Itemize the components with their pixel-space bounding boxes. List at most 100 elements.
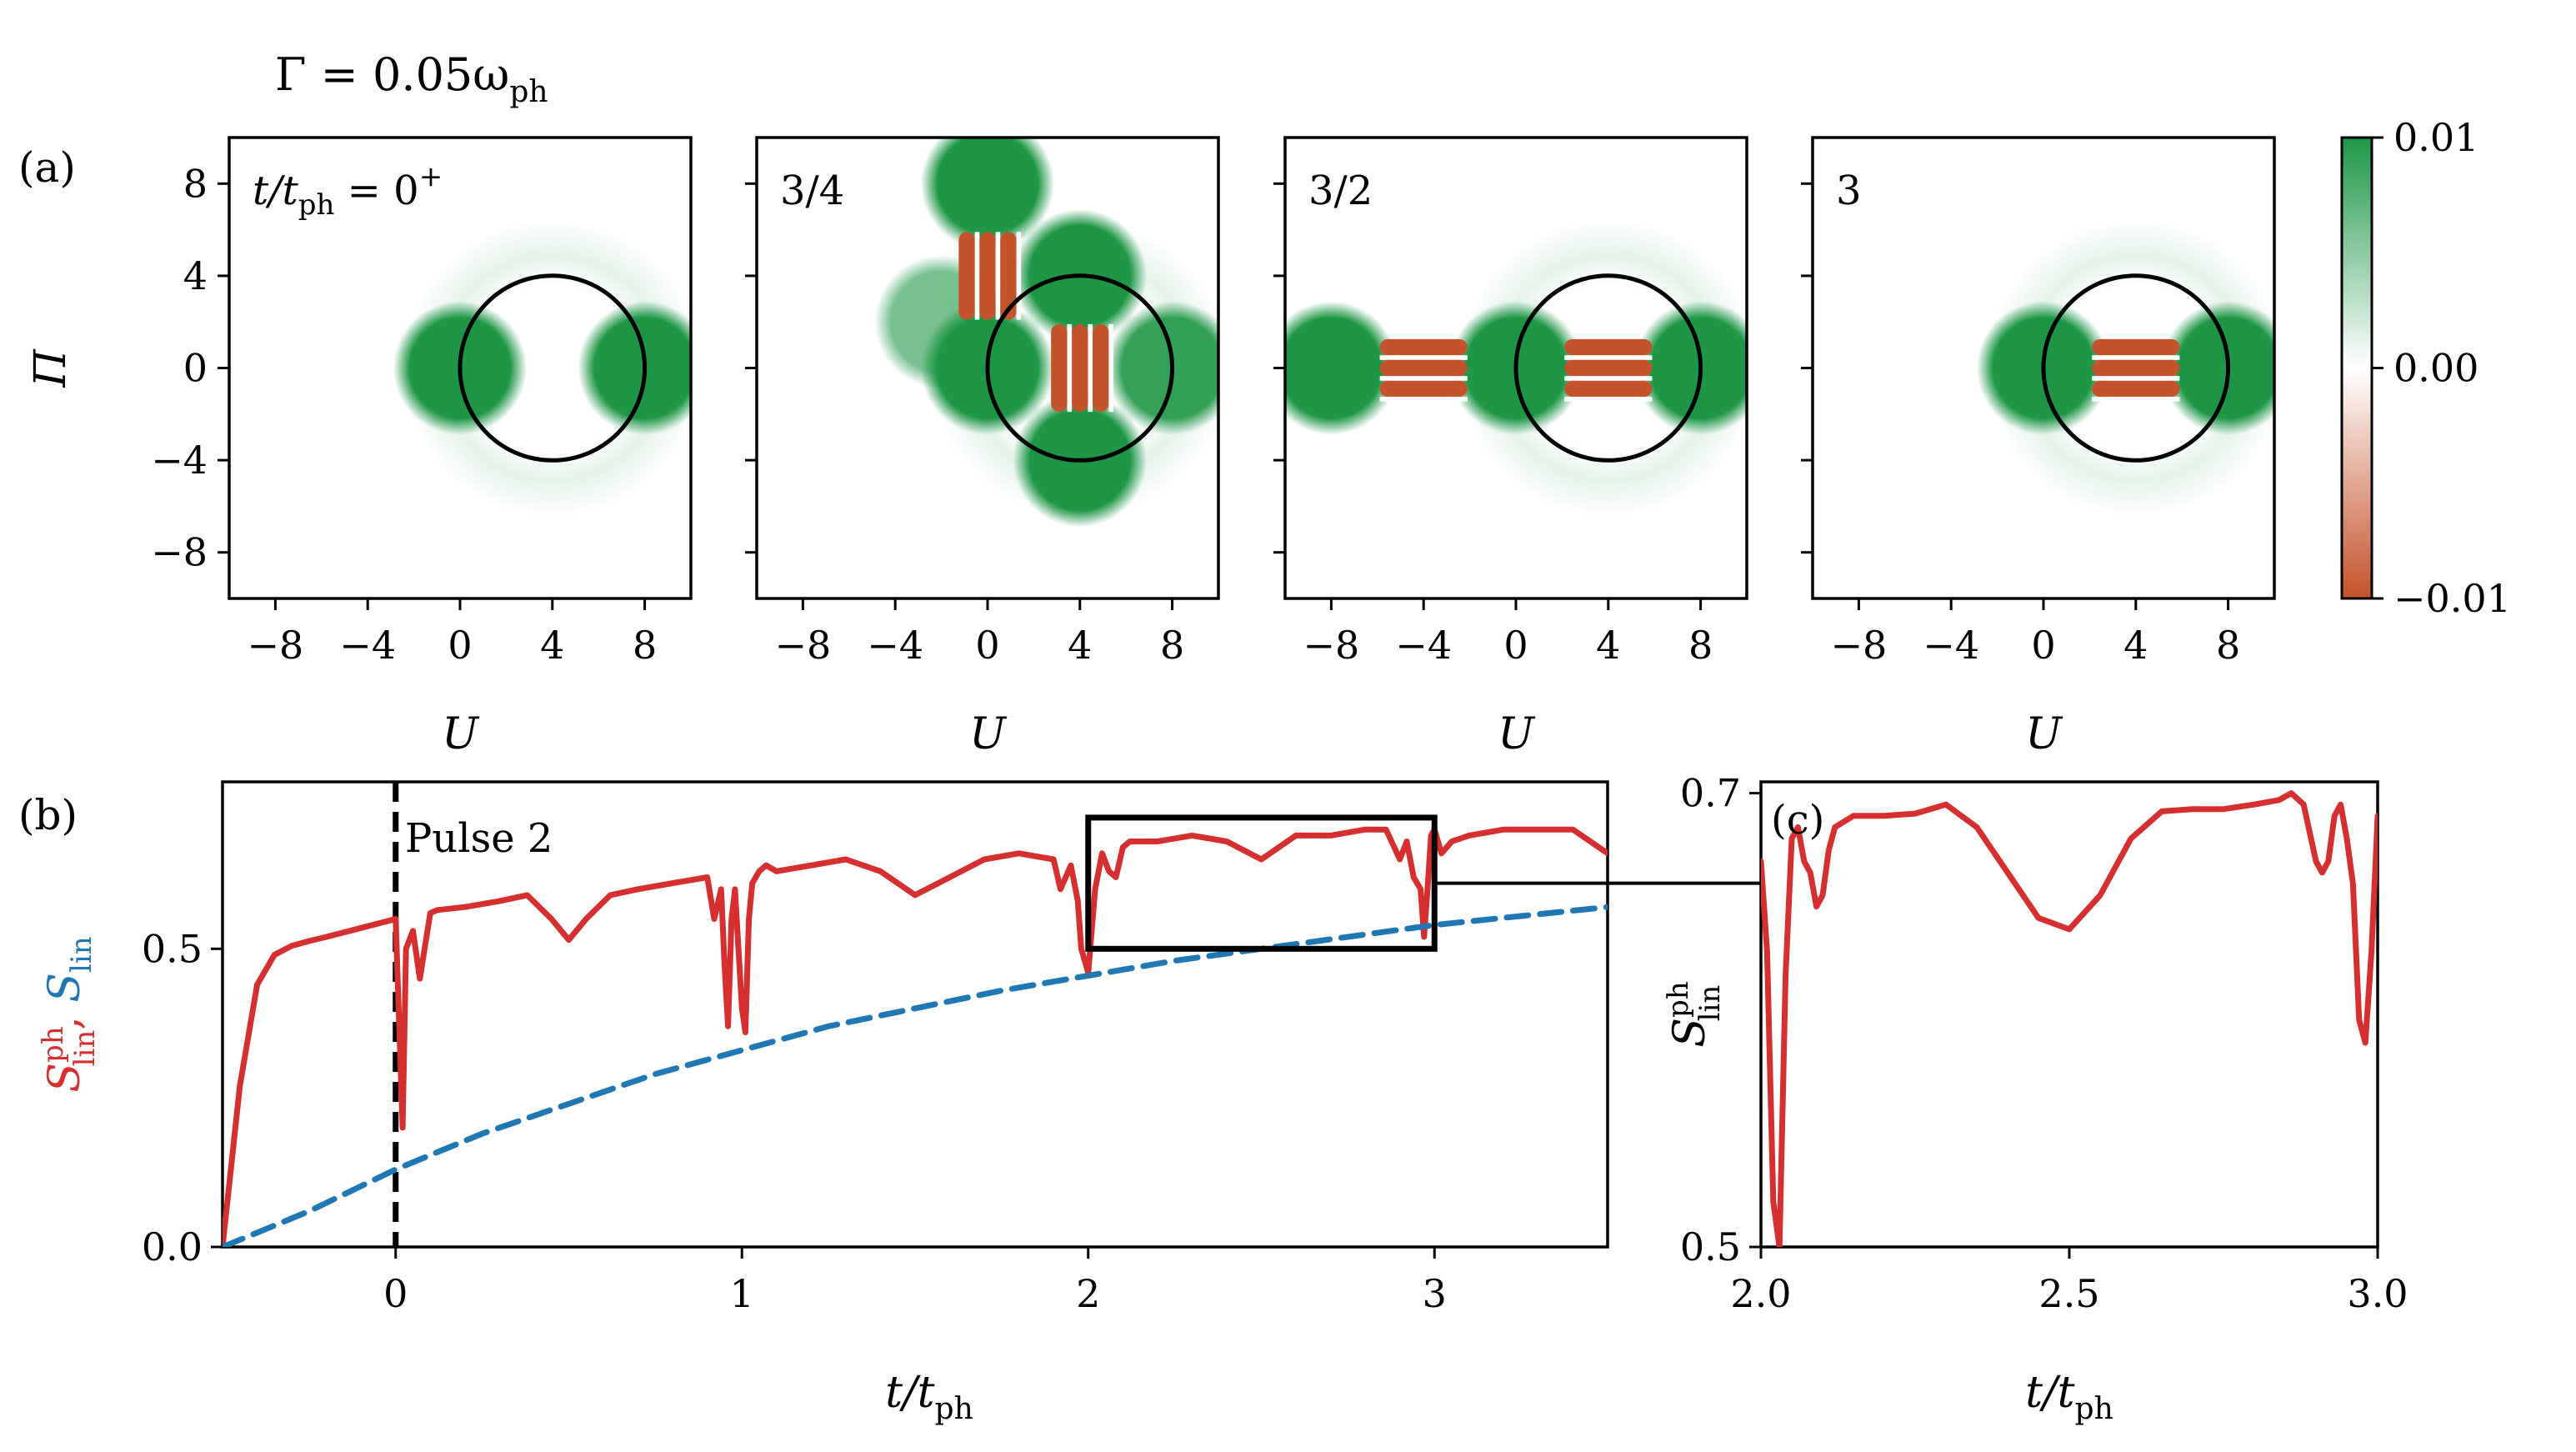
- fringe-white: [1016, 232, 1022, 320]
- panel-b-frame: [221, 780, 1609, 1249]
- fringe-white: [1379, 376, 1468, 381]
- plot-area: [1761, 790, 2378, 1247]
- series-S-lin-ph: [223, 826, 1608, 1247]
- colorbar-bar: [2340, 136, 2373, 600]
- fringe-white: [2092, 376, 2180, 381]
- fringe-white: [1088, 323, 1093, 413]
- panel-a-xlabel: U: [1498, 709, 1536, 759]
- fringe-negative: [1564, 359, 1653, 377]
- x-tick-label: −8: [1830, 623, 1887, 668]
- panel-a-xlabel: U: [969, 709, 1008, 759]
- x-tick-label: −8: [1303, 623, 1359, 668]
- fringe-negative: [1379, 380, 1468, 398]
- fringe-white: [1067, 323, 1073, 413]
- colorbar-tick-label: −0.01: [2393, 576, 2511, 621]
- panel-c-frame: [1759, 780, 2379, 1249]
- series-S-lin-ph: [1761, 790, 2378, 1247]
- x-tick-label: 8: [1160, 623, 1184, 668]
- y-tick-label: 0.5: [142, 926, 203, 971]
- colorbar-tick-label: 0.01: [2393, 115, 2478, 160]
- x-tick-label: 0: [975, 623, 999, 668]
- fringe-negative: [1379, 359, 1468, 377]
- wigner-blob: [2161, 301, 2274, 435]
- fringe-white: [1379, 397, 1468, 402]
- panel-b: 0 1 2 3 0.0 0.5: [142, 780, 1609, 1316]
- halo: [402, 218, 691, 518]
- y-tick-label: −4: [151, 438, 208, 483]
- panel-c-ylabel: Sphlin: [1662, 981, 1727, 1047]
- ylabel-blue: S: [40, 973, 90, 1003]
- subplot-time-label: 3/4: [780, 168, 844, 214]
- fringe-white: [1379, 355, 1468, 360]
- plot-area: [223, 782, 1608, 1247]
- wigner-blob: [920, 138, 1055, 251]
- y-tick-label: 0: [183, 346, 208, 391]
- x-tick-label: −8: [247, 623, 303, 668]
- x-tick-label: 0: [2031, 623, 2055, 668]
- interference-fringes: [1564, 338, 1653, 402]
- wigner-blob: [1105, 301, 1218, 435]
- subplot-t3: [1813, 138, 2274, 598]
- x-tick-label: 4: [2123, 623, 2148, 668]
- panel-a: −8 −4 0 4 8 U 8 4 0 −4 −8 t/tph = 0+ −8 −4 0 4 8 U 3/4 −8 −4…: [151, 136, 2276, 759]
- wigner-blob: [1285, 301, 1398, 435]
- x-tick-label: 2.5: [2038, 1271, 2099, 1316]
- x-tick-label: 0: [448, 623, 472, 668]
- x-tick-label: 0: [383, 1271, 408, 1316]
- wigner-blob: [578, 301, 691, 435]
- fringe-white: [1108, 323, 1113, 413]
- x-tick-label: 8: [1688, 623, 1713, 668]
- x-tick-label: 3.0: [2347, 1271, 2408, 1316]
- x-tick-label: 1: [730, 1271, 754, 1316]
- x-tick-label: −4: [339, 623, 396, 668]
- colorbar-tick-label: 0.00: [2393, 346, 2478, 391]
- panel-a-xlabel: U: [442, 709, 480, 759]
- ylabel-red: S: [40, 1063, 90, 1093]
- subplot-t0: [229, 138, 691, 598]
- fringe-negative: [1564, 338, 1653, 356]
- fringe-negative: [1093, 323, 1109, 413]
- fringe-negative: [2092, 338, 2180, 356]
- fringe-negative: [2092, 359, 2180, 377]
- subplot-time-label: t/tph = 0+: [253, 160, 443, 222]
- x-tick-label: 0: [1503, 623, 1528, 668]
- colorbar: 0.01 0.00 −0.01: [2340, 115, 2511, 621]
- interference-fringes: [958, 232, 1022, 320]
- panel-a-label: (a): [18, 143, 76, 192]
- fringe-white: [1564, 376, 1653, 381]
- fringe-white: [1564, 355, 1653, 360]
- x-tick-label: −4: [1923, 623, 1979, 668]
- fringe-white: [1564, 397, 1653, 402]
- y-tick-label: 8: [183, 161, 208, 206]
- x-tick-label: 4: [1068, 623, 1092, 668]
- pulse-annotation: Pulse 2: [405, 815, 553, 862]
- fringe-white: [2092, 355, 2180, 360]
- figure-title: Γ = 0.05ωph: [275, 48, 548, 109]
- reference-circle: [985, 273, 1175, 463]
- reference-circle: [2041, 273, 2231, 463]
- x-tick-label: 8: [2216, 623, 2240, 668]
- subplot-t34: [757, 138, 1218, 598]
- y-tick-label: 0.5: [1680, 1224, 1741, 1269]
- fringe-negative: [2092, 380, 2180, 398]
- fringe-negative: [1072, 323, 1088, 413]
- x-tick-label: 2: [1076, 1271, 1100, 1316]
- x-tick-label: −8: [774, 623, 831, 668]
- zoom-box: [1085, 814, 1438, 952]
- y-tick-label: 4: [183, 253, 208, 298]
- interference-fringes: [2092, 338, 2180, 402]
- fringe-negative: [958, 232, 975, 320]
- fringe-negative: [1051, 323, 1068, 413]
- x-tick-label: 4: [1596, 623, 1620, 668]
- fringe-negative: [1379, 338, 1468, 356]
- y-tick-label: 0.0: [142, 1224, 203, 1269]
- wigner-blob: [1633, 301, 1747, 435]
- x-tick-label: 8: [633, 623, 657, 668]
- panel-c-xlabel: t/tph: [2025, 1368, 2113, 1426]
- y-tick-label: −8: [151, 530, 208, 575]
- reference-circle: [458, 273, 648, 463]
- subplot-t32: [1285, 138, 1747, 598]
- fringe-negative: [979, 232, 996, 320]
- y-tick-label: 0.7: [1680, 771, 1741, 816]
